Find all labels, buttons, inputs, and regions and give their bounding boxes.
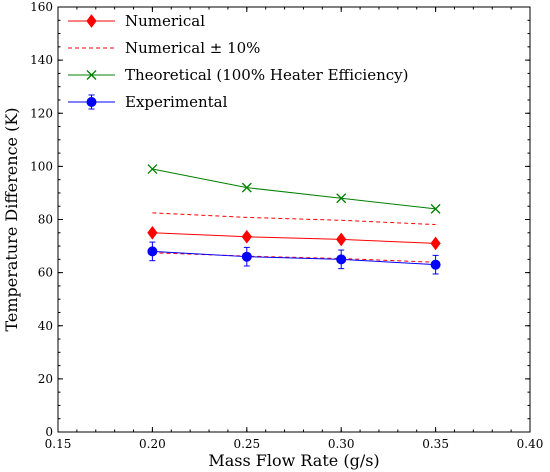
y-tick-label: 160 [30, 0, 53, 14]
series-0 [147, 225, 441, 251]
series-3 [147, 241, 441, 275]
x-tick-label: 0.25 [233, 437, 260, 451]
legend-entry: Theoretical (100% Heater Efficiency) [68, 66, 408, 84]
x-tick-label: 0.40 [517, 437, 544, 451]
series-line-lower [152, 252, 436, 263]
y-tick-label: 140 [30, 53, 53, 67]
data-point [147, 246, 158, 257]
y-tick-label: 0 [45, 425, 53, 439]
data-point [147, 164, 158, 174]
legend-marker [86, 70, 97, 80]
series-line [152, 250, 436, 266]
y-tick-label: 60 [38, 266, 53, 280]
series-2 [147, 164, 441, 214]
y-tick-label: 40 [38, 319, 53, 333]
axis-ticks: 0.15 0.20 0.25 0.30 0.35 0.40 0 20 40 60 80 100 120 1… [30, 0, 543, 451]
legend-label: Numerical ± 10% [125, 39, 260, 57]
data-point [430, 203, 441, 214]
series-line-upper [152, 212, 436, 226]
data-point [241, 182, 252, 193]
legend-entry: Numerical ± 10% [68, 39, 260, 57]
data-point [336, 254, 347, 265]
legend-marker [86, 97, 97, 107]
legend-label: Numerical [125, 12, 205, 30]
legend-entry: Experimental [68, 93, 228, 111]
y-tick-label: 80 [38, 213, 53, 227]
y-tick-label: 100 [30, 159, 53, 173]
legend-marker [86, 14, 97, 28]
x-tick-label: 0.30 [328, 437, 355, 451]
plot-content [147, 164, 441, 275]
legend-entry: Numerical [68, 12, 205, 30]
x-tick-label: 0.20 [139, 437, 166, 451]
data-point [336, 193, 347, 204]
legend-label: Theoretical (100% Heater Efficiency) [125, 66, 408, 84]
series-line [152, 168, 436, 210]
data-point [430, 236, 441, 251]
data-point [430, 259, 441, 270]
data-point [241, 229, 252, 244]
data-point [241, 251, 252, 262]
legend-label: Experimental [125, 93, 228, 111]
x-tick-label: 0.35 [422, 437, 449, 451]
y-tick-label: 20 [38, 372, 53, 386]
series-line [152, 232, 436, 244]
data-point [336, 232, 347, 247]
legend: Numerical Numerical ± 10% Theoretical (100… [68, 12, 408, 111]
x-axis-label: Mass Flow Rate (g/s) [208, 451, 379, 470]
data-point [147, 225, 158, 240]
y-axis-label: Temperature Difference (K) [2, 107, 21, 331]
x-tick-label: 0.15 [45, 437, 72, 451]
series-1 [152, 212, 436, 263]
y-tick-label: 120 [30, 106, 53, 120]
